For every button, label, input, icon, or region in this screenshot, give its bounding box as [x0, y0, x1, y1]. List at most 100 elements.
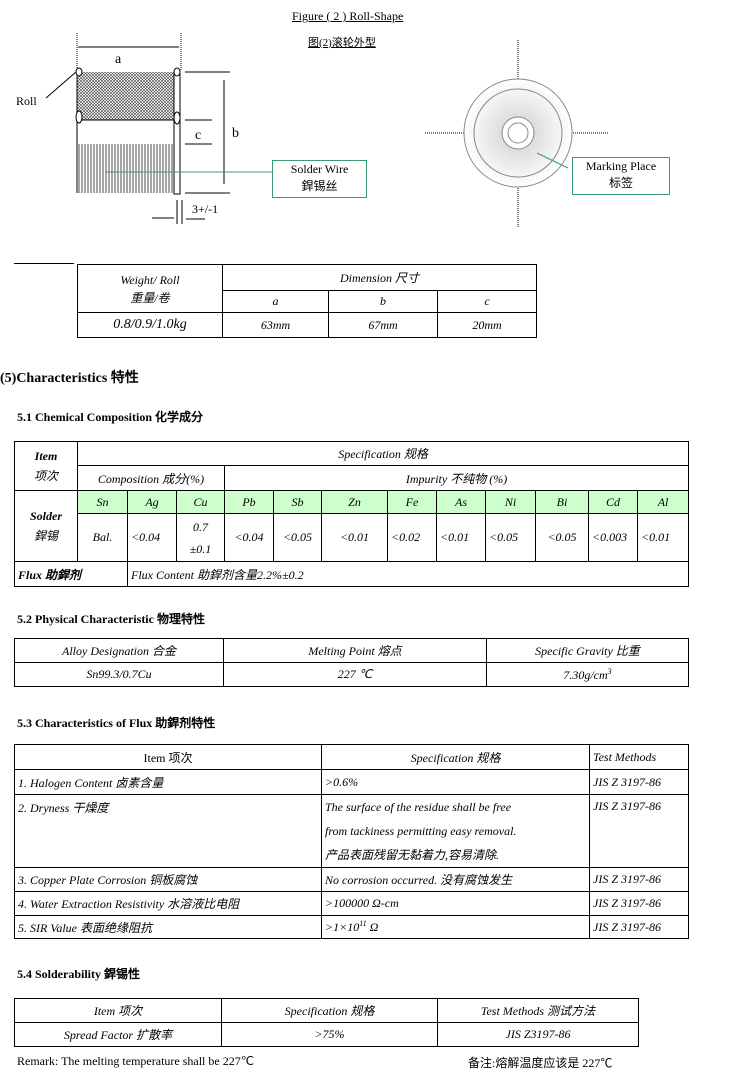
row-spec-line: The surface of the residue shall be free [325, 800, 512, 814]
alloy-header: Alloy Designation 合金 [14, 638, 224, 663]
element-header: Sn [77, 490, 128, 514]
element-value: <0.04 [127, 513, 177, 562]
phys-heading: 5.2 Physical Characteristic 物理特性 [17, 612, 205, 626]
marking-en: Marking Place [585, 159, 657, 173]
flux-content: Flux Content 助銲剂含量2.2%±0.2 [126, 561, 690, 587]
element-value: <0.01 [321, 513, 388, 562]
solderability-table: Item 项次 Specification 规格 Test Methods 测试方法… [14, 998, 639, 1047]
element-header: Cu [176, 490, 225, 514]
test-header: Test Methods [589, 744, 689, 770]
flux-characteristics-table: Item 项次 Specification 规格 Test Methods 1. H… [14, 744, 689, 939]
row-item: 1. Halogen Content 卤素含量 [14, 769, 322, 795]
solder-wire-callout: Solder Wire 銲锡丝 [272, 160, 367, 198]
element-value: Bal. [77, 513, 128, 562]
col-c: c [436, 290, 538, 313]
row-item: 2. Dryness 干燥度 [14, 794, 322, 868]
element-header: Bi [535, 490, 589, 514]
melting-value: 227 ℃ [223, 662, 487, 687]
spec-header: Specification 规格 [221, 998, 438, 1023]
element-header: Al [636, 490, 690, 514]
gravity-sup: 3 [607, 666, 612, 676]
row-item: 4. Water Extraction Resistivity 水溶液比电阻 [14, 891, 322, 916]
label-a: a [115, 52, 122, 67]
element-value: <0.04 [224, 513, 274, 562]
weight-cn: 重量/卷 [130, 290, 170, 305]
section-5-heading: (5)Characteristics 特性 [0, 371, 139, 386]
col-b: b [328, 290, 438, 313]
row-spec-line: 产品表面残留无黏着力,容易清除. [325, 848, 500, 862]
impurity-header: Impurity 不纯物 (%) [223, 465, 690, 491]
solder-cn: 銲锡 [33, 529, 58, 543]
remark-en: Remark: The melting temperature shall be… [17, 1054, 255, 1068]
label-roll: Roll [16, 94, 37, 108]
solder-label: Solder [29, 509, 62, 523]
element-value: <0.05 [485, 513, 536, 562]
solderability-heading: 5.4 Solderability 銲锡性 [17, 967, 141, 981]
element-header: Ag [127, 490, 177, 514]
figure-title-en: Figure ( 2 ) Roll-Shape [292, 9, 404, 23]
divider [14, 263, 74, 264]
weight-label: Weight/ Roll [120, 272, 180, 287]
row-item: 3. Copper Plate Corrosion 铜板腐蚀 [14, 867, 322, 892]
row-spec: >100000 Ω-cm [321, 891, 590, 916]
marking-place-callout: Marking Place 标签 [572, 157, 670, 195]
row-test: JIS Z 3197-86 [589, 891, 689, 916]
item-header: Item 项次 [14, 998, 222, 1023]
spec-header: Specification 规格 [76, 441, 690, 466]
label-b: b [232, 126, 239, 141]
row-spec-line: from tackiness permitting easy removal. [325, 824, 517, 838]
gravity-header: Specific Gravity 比重 [486, 638, 689, 663]
element-header: As [436, 490, 486, 514]
value-b: 67mm [328, 312, 438, 338]
roll-shape-diagram [45, 33, 608, 228]
row-spec: No corrosion occurred. 没有腐蚀发生 [321, 867, 590, 892]
chem-heading: 5.1 Chemical Composition 化学成分 [17, 410, 204, 424]
flux-heading: 5.3 Characteristics of Flux 助銲剂特性 [17, 716, 216, 730]
element-value: <0.01 [636, 513, 690, 562]
row-spec: >0.6% [321, 769, 590, 795]
value-a: 63mm [222, 312, 329, 338]
element-value: <0.05 [273, 513, 322, 562]
element-header: Zn [321, 490, 388, 514]
value-c: 20mm [436, 312, 538, 338]
item-label: Item [34, 449, 58, 463]
dimension-header: Dimension 尺寸 [221, 264, 538, 291]
spec-header: Specification 规格 [321, 744, 590, 770]
gravity-value: 7.30g/cm [563, 667, 608, 682]
element-header: Fe [387, 490, 437, 514]
row-test: JIS Z 3197-86 [589, 769, 689, 795]
chemical-composition-table: Item 项次 Specification 规格 Composition 成分(%)… [14, 441, 690, 587]
element-value: <0.02 [387, 513, 437, 562]
alloy-value: Sn99.3/0.7Cu [14, 662, 224, 687]
row-spec-unit: Ω [366, 920, 379, 934]
item-cn: 项次 [33, 469, 58, 483]
spread-test: JIS Z3197-86 [437, 1022, 639, 1047]
row-test: JIS Z 3197-86 [589, 794, 689, 868]
label-gap: 3+/-1 [192, 202, 219, 216]
label-c: c [195, 128, 202, 143]
solder-wire-en: Solder Wire [290, 162, 349, 176]
row-test: JIS Z 3197-86 [589, 915, 689, 939]
element-header: Sb [273, 490, 322, 514]
solder-wire-cn: 銲锡丝 [301, 179, 338, 193]
row-spec-sup: 11 [359, 919, 367, 928]
element-value: <0.01 [436, 513, 486, 562]
cu-tolerance: ±0.1 [189, 541, 212, 556]
element-header: Cd [588, 490, 638, 514]
remark-cn: 备注:熔解温度应该是 227℃ [468, 1056, 613, 1070]
col-a: a [222, 290, 329, 313]
element-value: 0.7 [193, 519, 208, 534]
spread-factor: Spread Factor 扩散率 [14, 1022, 222, 1047]
weight-value: 0.8/0.9/1.0kg [77, 312, 223, 338]
element-value: <0.003 [588, 513, 638, 562]
test-header: Test Methods 测试方法 [437, 998, 639, 1023]
marking-cn: 标签 [608, 176, 633, 190]
row-item: 5. SIR Value 表面绝缘阻抗 [14, 915, 322, 939]
element-header: Pb [224, 490, 274, 514]
element-value: <0.05 [535, 513, 589, 562]
physical-table: Alloy Designation 合金 Melting Point 熔点 Spec… [14, 638, 689, 687]
composition-header: Composition 成分(%) [77, 465, 225, 491]
melting-header: Melting Point 熔点 [223, 638, 487, 663]
